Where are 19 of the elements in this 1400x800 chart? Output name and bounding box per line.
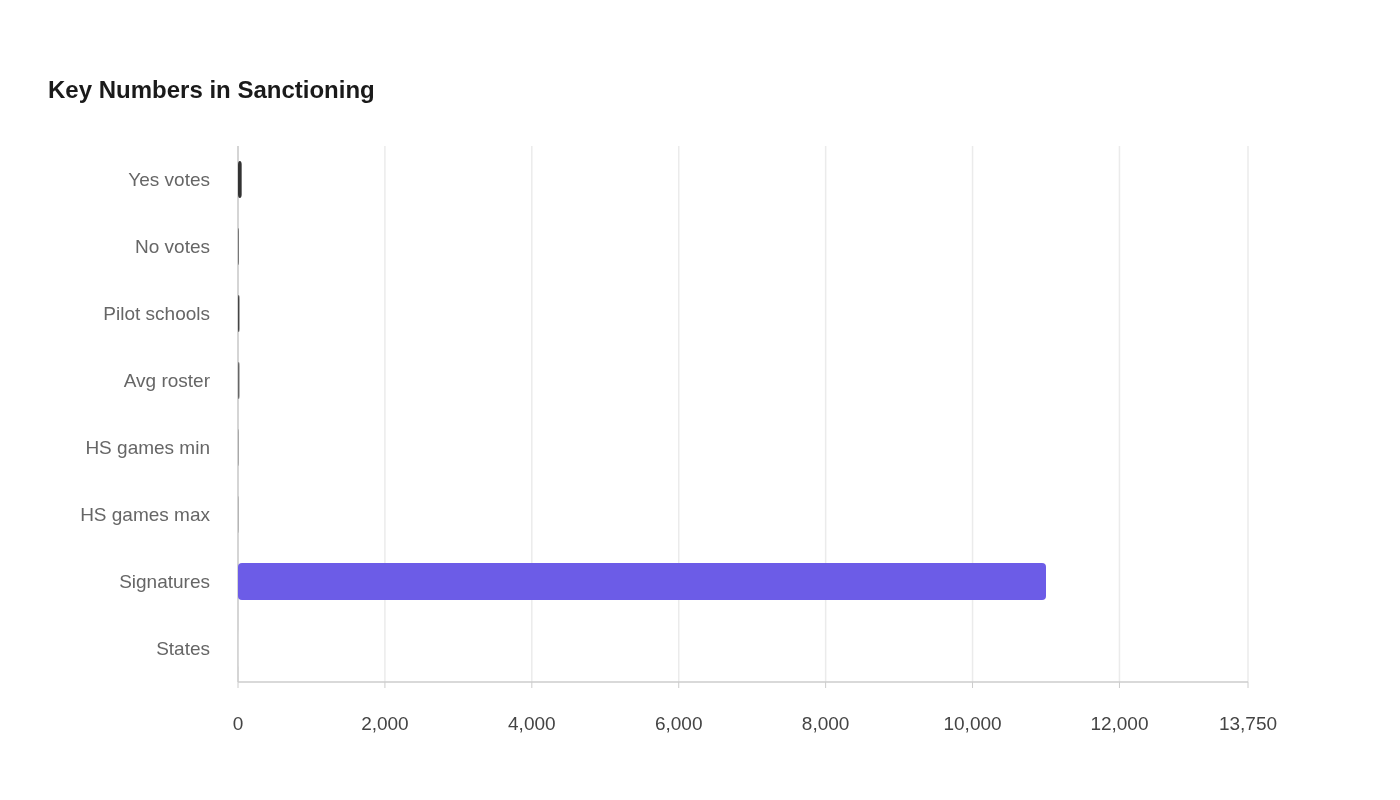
y-tick-label: States (156, 638, 210, 660)
x-tick-label: 4,000 (508, 713, 556, 734)
x-tick-label: 2,000 (361, 713, 409, 734)
chart-title: Key Numbers in Sanctioning (48, 76, 375, 103)
x-tick-label: 12,000 (1090, 713, 1149, 734)
y-tick-label: Yes votes (128, 169, 210, 191)
x-tick-label: 10,000 (943, 713, 1002, 734)
bar (238, 161, 242, 198)
x-tick-label: 0 (232, 713, 244, 734)
y-tick-label: No votes (135, 236, 210, 258)
y-tick-label: Pilot schools (103, 303, 210, 325)
x-tick-label: 6,000 (654, 713, 703, 734)
bar (238, 563, 1046, 600)
y-tick-label: Signatures (119, 571, 210, 593)
x-tick-label: 13,750 (1218, 713, 1278, 734)
y-tick-label: HS games min (85, 437, 210, 459)
y-tick-label: Avg roster (123, 370, 211, 392)
y-tick-label: HS games max (80, 504, 211, 526)
x-tick-label: 8,000 (801, 713, 850, 734)
